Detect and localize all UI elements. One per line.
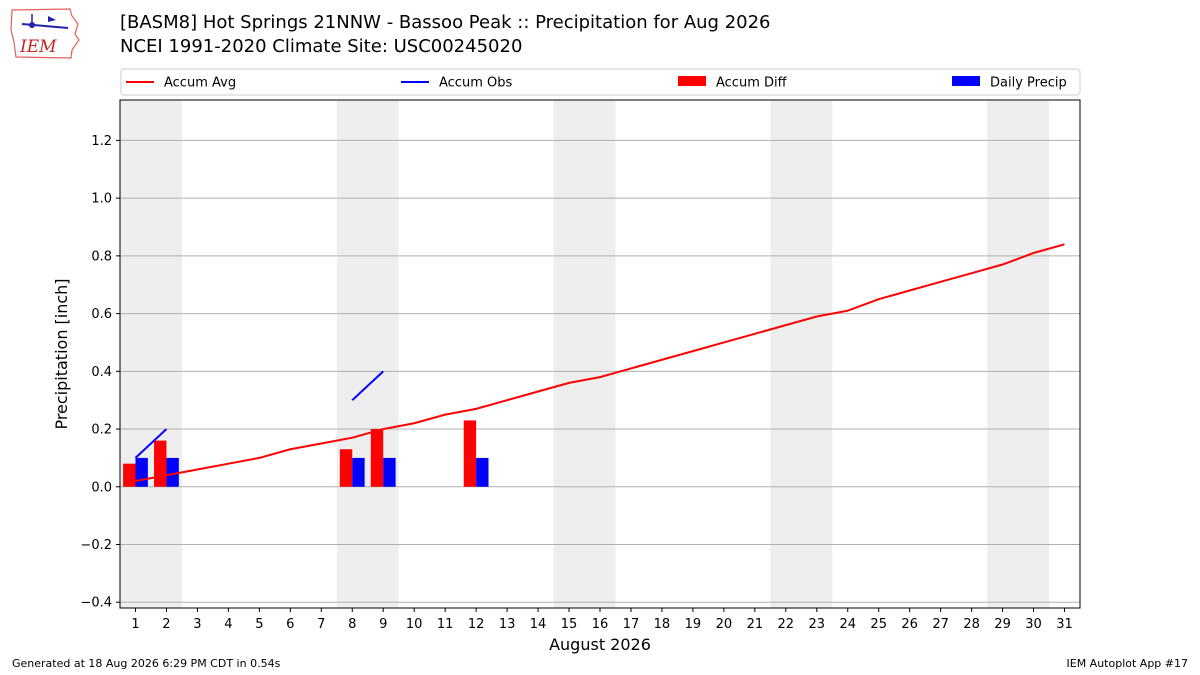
accum-diff-bar [154,440,167,487]
iowa-outline-icon: IEM [10,8,80,59]
x-tick-label: 31 [1056,617,1073,632]
x-tick-label: 23 [809,617,826,632]
x-tick-label: 27 [932,617,949,632]
y-tick-label: −0.4 [80,596,112,611]
x-tick-label: 3 [193,617,201,632]
x-tick-label: 5 [255,617,263,632]
accum-obs-line [351,370,384,401]
x-tick-label: 11 [437,617,454,632]
x-tick-label: 9 [379,617,387,632]
x-axis-label: August 2026 [549,635,651,654]
x-tick-label: 20 [716,617,733,632]
x-tick-label: 16 [592,617,609,632]
chart-title: [BASM8] Hot Springs 21NNW - Bassoo Peak … [120,12,771,33]
y-tick-label: 0.4 [91,365,112,380]
accum-avg-line [135,243,1065,482]
accum-diff-bar [370,429,384,487]
y-tick-label: 0.8 [91,249,112,264]
x-tick-label: 14 [530,617,547,632]
x-tick-label: 29 [994,617,1011,632]
daily-precip-bar [383,457,396,487]
legend-entry: Accum Diff [678,76,788,91]
y-tick-label: 0.0 [91,480,112,495]
y-tick-label: 1.2 [91,134,112,149]
legend-entry: Accum Obs [401,76,512,91]
x-tick-label: 25 [870,617,887,632]
legend-entry: Daily Precip [952,76,1067,91]
x-tick-label: 4 [224,617,232,632]
x-tick-label: 28 [963,617,980,632]
legend-patch-swatch [678,76,706,86]
x-tick-label: 10 [406,617,423,632]
x-tick-label: 6 [286,617,294,632]
daily-precip-bar [476,457,489,487]
chart-subtitle: NCEI 1991-2020 Climate Site: USC00245020 [120,36,523,57]
x-tick-label: 7 [317,617,325,632]
legend-label: Accum Diff [716,76,788,91]
x-tick-label: 24 [839,617,856,632]
accum-diff-bar [123,463,136,487]
weekend-band [553,100,616,608]
y-tick-label: 1.0 [91,192,112,207]
x-tick-label: 13 [499,617,516,632]
generated-timestamp: Generated at 18 Aug 2026 6:29 PM CDT in … [12,657,281,670]
x-tick-label: 15 [561,617,578,632]
x-tick-label: 8 [348,617,356,632]
x-tick-label: 12 [468,617,485,632]
weekend-band [987,100,1050,608]
x-tick-label: 19 [685,617,702,632]
y-axis-label: Precipitation [inch] [52,278,71,429]
y-tick-label: −0.2 [80,538,112,553]
logo-text: IEM [19,37,57,57]
legend: Accum Avg Accum Obs Accum Diff Daily Precip [120,68,1081,96]
y-tick-label: 0.2 [91,423,112,438]
legend-frame [120,68,1081,96]
x-tick-label: 21 [747,617,764,632]
legend-label: Accum Avg [164,76,236,91]
daily-precip-bar [352,457,365,487]
weekend-band [770,100,833,608]
accum-diff-bar [463,420,477,487]
iem-logo: IEM [8,6,82,60]
x-tick-label: 17 [623,617,640,632]
legend-entry: Accum Avg [126,76,236,91]
plot-frame [119,99,1081,609]
x-tick-label: 22 [778,617,795,632]
daily-precip-bar [166,457,179,487]
y-tick-label: 0.6 [91,307,112,322]
accum-diff-bar [339,449,353,487]
x-tick-label: 1 [131,617,139,632]
app-label: IEM Autoplot App #17 [1066,657,1189,670]
weekend-band [336,100,399,608]
daily-precip-bar [135,457,148,487]
x-tick-label: 2 [162,617,170,632]
weekend-band [120,100,182,608]
x-tick-label: 30 [1025,617,1042,632]
x-tick-label: 26 [901,617,918,632]
accum-obs-line [134,428,168,459]
x-tick-label: 18 [654,617,671,632]
legend-label: Accum Obs [439,76,512,91]
legend-patch-swatch [952,76,980,86]
legend-label: Daily Precip [990,76,1067,91]
